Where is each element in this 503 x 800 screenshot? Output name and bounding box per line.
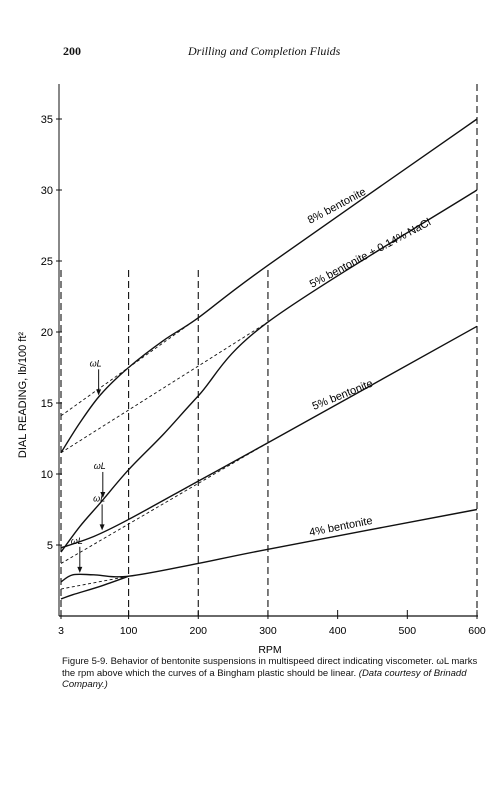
caption-text: Figure 5-9. Behavior of bentonite suspen… bbox=[62, 656, 478, 679]
x-axis-label: RPM bbox=[258, 644, 281, 656]
series-curves bbox=[60, 118, 478, 600]
wl-arrow-head bbox=[96, 389, 102, 396]
page-number: 200 bbox=[63, 44, 81, 58]
wl-label: ωL bbox=[93, 493, 105, 503]
wl-label: ωL bbox=[94, 461, 106, 471]
x-tick-label: 500 bbox=[399, 625, 417, 637]
y-tick-label: 25 bbox=[41, 256, 53, 268]
chart-axes: 5 10 15 20 25 30 35 3 100 200 300 400 500 600 bbox=[41, 84, 486, 637]
extrapolation-line bbox=[60, 442, 269, 564]
caption-source: (Data courtesy of Brinadd Company.) bbox=[62, 667, 467, 691]
running-title: Drilling and Completion Fluids bbox=[188, 44, 341, 58]
series-line bbox=[60, 189, 478, 553]
vertical-dashed-lines bbox=[60, 84, 478, 616]
y-tick-label: 30 bbox=[41, 185, 53, 197]
extrapolation-line bbox=[60, 575, 129, 590]
wl-arrow-head bbox=[77, 566, 83, 573]
y-tick-label: 35 bbox=[41, 114, 53, 126]
figure-caption: Figure 5-9. Behavior of bentonite suspen… bbox=[62, 656, 478, 691]
wl-arrow-head bbox=[100, 491, 106, 498]
series-line bbox=[60, 118, 478, 454]
y-tick-label: 5 bbox=[47, 540, 53, 552]
series-label: 8% bentonite bbox=[306, 186, 368, 227]
x-tick-label: 400 bbox=[329, 625, 347, 637]
x-tick-label: 300 bbox=[259, 625, 277, 637]
extrapolation-line bbox=[60, 321, 269, 454]
wl-label: ωL bbox=[90, 358, 102, 368]
wl-arrow-head bbox=[99, 524, 105, 531]
x-tick-label: 3 bbox=[58, 625, 64, 637]
series-line bbox=[60, 508, 478, 583]
x-tick-label: 200 bbox=[190, 625, 208, 637]
series-label: 5% bentonite + 0.14% NaCl bbox=[308, 216, 433, 290]
series-line bbox=[60, 325, 478, 549]
series-line bbox=[60, 575, 129, 600]
y-tick-label: 10 bbox=[41, 469, 53, 481]
wl-label: ωL bbox=[71, 536, 83, 546]
y-axis-label: DIAL READING, lb/100 ft² bbox=[17, 332, 29, 458]
y-tick-label: 15 bbox=[41, 398, 53, 410]
y-tick-label: 20 bbox=[41, 327, 53, 339]
x-tick-label: 100 bbox=[120, 625, 138, 637]
wl-markers: ωL ωL ωL ωL bbox=[71, 358, 106, 573]
x-tick-label: 600 bbox=[468, 625, 486, 637]
series-label: 5% bentonite bbox=[311, 378, 375, 413]
page-header: 200 Drilling and Completion Fluids bbox=[0, 44, 503, 62]
